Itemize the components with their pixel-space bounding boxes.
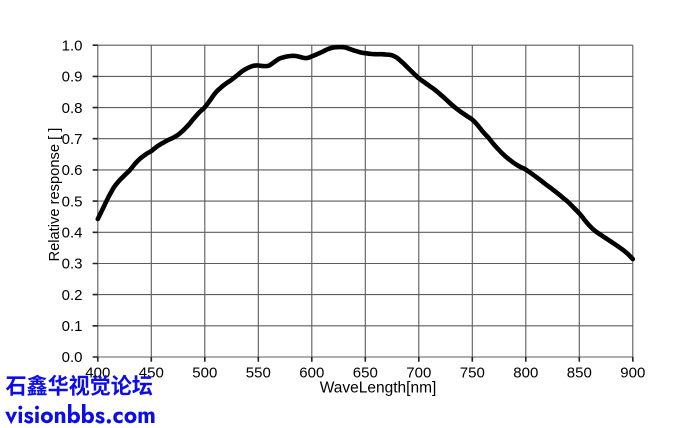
svg-text:550: 550 bbox=[246, 365, 271, 382]
svg-text:750: 750 bbox=[460, 365, 485, 382]
svg-text:500: 500 bbox=[192, 365, 217, 382]
svg-text:0.8: 0.8 bbox=[62, 100, 83, 117]
svg-text:0.7: 0.7 bbox=[62, 131, 83, 148]
svg-text:600: 600 bbox=[299, 365, 324, 382]
svg-text:0.1: 0.1 bbox=[62, 318, 83, 335]
svg-text:0.3: 0.3 bbox=[62, 256, 83, 273]
svg-text:0.2: 0.2 bbox=[62, 287, 83, 304]
svg-text:900: 900 bbox=[620, 365, 645, 382]
svg-text:0.0: 0.0 bbox=[62, 349, 83, 366]
svg-text:800: 800 bbox=[513, 365, 538, 382]
svg-text:650: 650 bbox=[353, 365, 378, 382]
svg-text:0.9: 0.9 bbox=[62, 69, 83, 86]
svg-text:0.6: 0.6 bbox=[62, 162, 83, 179]
svg-text:0.5: 0.5 bbox=[62, 193, 83, 210]
svg-text:850: 850 bbox=[567, 365, 592, 382]
svg-text:WaveLength[nm]: WaveLength[nm] bbox=[320, 380, 437, 397]
svg-text:1.0: 1.0 bbox=[62, 37, 83, 54]
svg-text:700: 700 bbox=[406, 365, 431, 382]
svg-text:0.4: 0.4 bbox=[62, 225, 83, 242]
svg-text:450: 450 bbox=[139, 365, 164, 382]
svg-text:Relative response [ ]: Relative response [ ] bbox=[47, 128, 63, 262]
